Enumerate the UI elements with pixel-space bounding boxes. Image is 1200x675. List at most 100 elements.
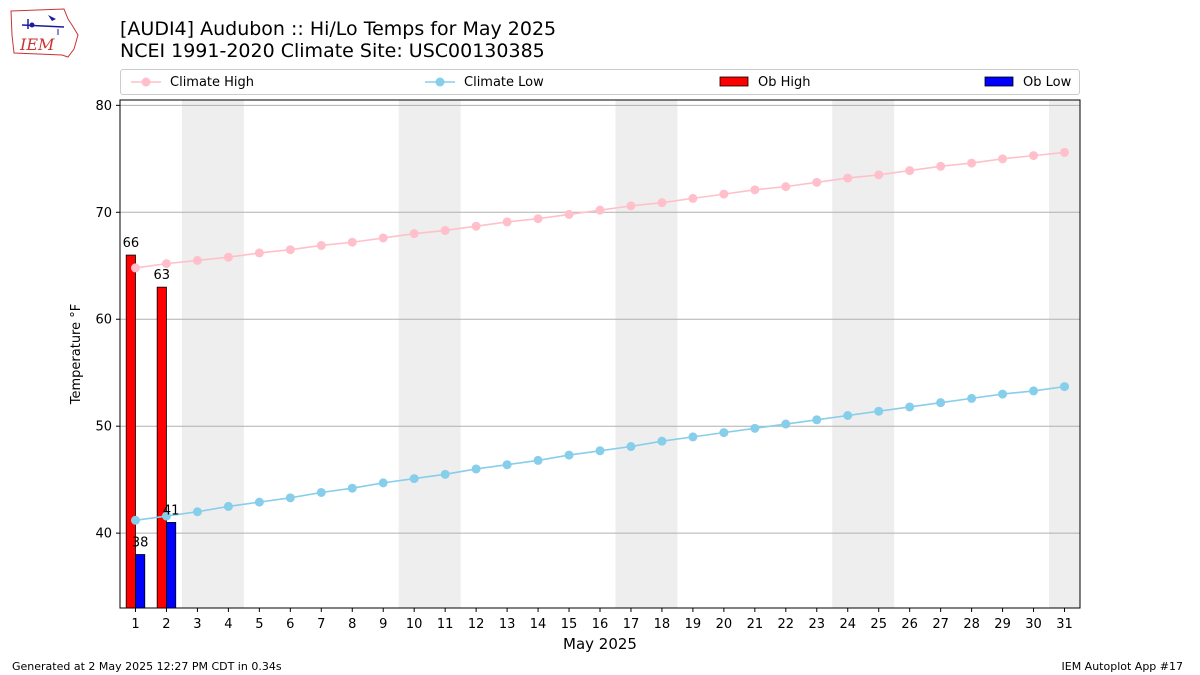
ob-high-bar — [156, 286, 167, 609]
climate-high-point — [781, 182, 791, 192]
chart-title: [AUDI4] Audubon :: Hi/Lo Temps for May 2… — [120, 18, 557, 40]
x-tick-label: 9 — [379, 617, 387, 632]
x-axis-label: May 2025 — [563, 635, 637, 653]
climate-high-point — [192, 255, 202, 265]
climate-high-point — [285, 245, 295, 255]
climate-high-point — [440, 225, 450, 235]
climate-high-point — [905, 166, 915, 176]
x-tick-label: 10 — [406, 617, 423, 632]
climate-low-point — [998, 389, 1008, 399]
climate-low-point — [688, 432, 698, 442]
climate-low-point — [440, 469, 450, 479]
ob-low-bar — [166, 522, 177, 609]
weekend-shade-band — [615, 100, 678, 608]
climate-high-point — [626, 201, 636, 211]
climate-low-point — [626, 442, 636, 452]
climate-low-point — [347, 483, 357, 493]
climate-low-point — [502, 460, 512, 470]
climate-high-point — [378, 233, 388, 243]
climate-low-point — [905, 402, 915, 412]
y-axis-label: Temperature °F — [69, 304, 84, 405]
x-tick-label: 12 — [468, 617, 485, 632]
chart-subtitle: NCEI 1991-2020 Climate Site: USC00130385 — [120, 40, 545, 62]
climate-high-point — [409, 229, 419, 239]
x-tick-label: 23 — [809, 617, 826, 632]
climate-high-point — [502, 217, 512, 227]
ob-high-bar-label: 66 — [123, 236, 140, 251]
x-tick-label: 24 — [839, 617, 856, 632]
iem-iowa-logo-icon: IEM — [10, 8, 79, 58]
climate-high-point — [750, 185, 760, 195]
legend-line-marker-icon — [131, 77, 161, 87]
x-tick-label: 8 — [348, 617, 356, 632]
climate-high-point — [1060, 147, 1070, 157]
legend-item-ob-low: Ob Low — [984, 70, 1071, 94]
climate-low-point — [564, 450, 574, 460]
x-tick-label: 4 — [224, 617, 232, 632]
climate-high-point — [564, 209, 574, 219]
x-tick-label: 15 — [561, 617, 578, 632]
x-tick-label: 2 — [162, 617, 170, 632]
climate-low-point — [1060, 382, 1070, 392]
climate-high-point — [161, 259, 171, 269]
climate-low-point — [967, 393, 977, 403]
climate-low-point — [471, 464, 481, 474]
x-tick-label: 27 — [932, 617, 949, 632]
legend-label-ob-low: Ob Low — [1023, 74, 1072, 90]
climate-low-point — [533, 455, 543, 465]
x-tick-label: 6 — [286, 617, 294, 632]
climate-low-point — [874, 406, 884, 416]
weekend-shade-band — [1049, 100, 1080, 608]
plot-frame — [119, 99, 1081, 609]
climate-low-point — [657, 436, 667, 446]
ob-high-bar-label: 63 — [154, 268, 171, 283]
climate-high-point — [471, 221, 481, 231]
climate-high-point — [316, 240, 326, 250]
ob-high-bar — [125, 254, 136, 609]
x-tick-label: 22 — [778, 617, 795, 632]
climate-low-point — [161, 511, 171, 521]
x-tick-label: 5 — [255, 617, 263, 632]
climate-low-point — [750, 423, 760, 433]
footer-app-text: IEM Autoplot App #17 — [1061, 660, 1184, 673]
y-tick-label: 80 — [95, 99, 112, 114]
logo-text: IEM — [19, 35, 55, 54]
climate-low-point — [223, 501, 233, 511]
climate-high-point — [998, 154, 1008, 164]
x-tick-label: 13 — [499, 617, 516, 632]
climate-low-point — [936, 398, 946, 408]
footer-generated-text: Generated at 2 May 2025 12:27 PM CDT in … — [12, 660, 282, 673]
climate-low-point — [719, 428, 729, 438]
legend-item-ob-high: Ob High — [719, 70, 811, 94]
climate-high-point — [874, 170, 884, 180]
legend-item-climate-high: Climate High — [131, 70, 254, 94]
x-tick-label: 19 — [685, 617, 702, 632]
x-tick-label: 30 — [1025, 617, 1042, 632]
climate-high-point — [595, 205, 605, 215]
x-tick-label: 21 — [747, 617, 764, 632]
ob-low-bar — [135, 554, 146, 609]
climate-high-point — [657, 198, 667, 208]
legend-red-swatch-icon — [719, 76, 749, 87]
y-tick-label: 40 — [95, 527, 112, 542]
climate-low-point — [285, 493, 295, 503]
climate-low-point — [254, 497, 264, 507]
climate-low-point — [781, 419, 791, 429]
legend-label-climate-high: Climate High — [170, 74, 255, 90]
climate-low-point — [192, 507, 202, 517]
climate-high-point — [347, 237, 357, 247]
climate-low-point — [1029, 386, 1039, 396]
x-tick-label: 3 — [193, 617, 201, 632]
climate-low-point — [595, 446, 605, 456]
climate-high-point — [812, 177, 822, 187]
legend-label-ob-high: Ob High — [758, 74, 811, 90]
y-tick-label: 60 — [95, 313, 112, 328]
x-tick-label: 20 — [716, 617, 733, 632]
x-tick-label: 29 — [994, 617, 1011, 632]
x-tick-label: 31 — [1056, 617, 1073, 632]
climate-low-point — [812, 415, 822, 425]
x-tick-label: 28 — [963, 617, 980, 632]
climate-low-point — [378, 478, 388, 488]
climate-low-point — [409, 474, 419, 484]
